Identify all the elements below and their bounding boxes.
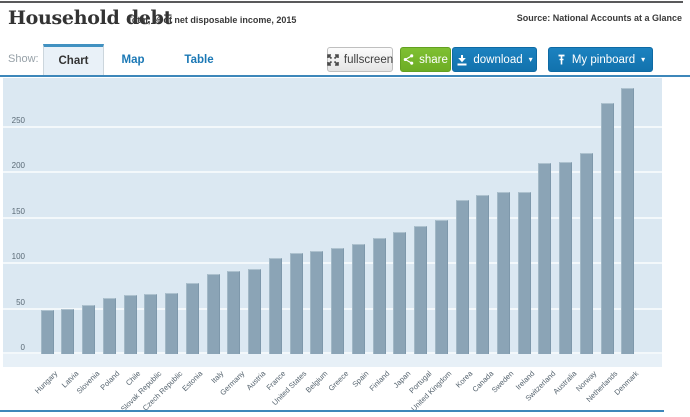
- chart-bar[interactable]: [123, 295, 137, 354]
- chart-bar[interactable]: [40, 310, 54, 354]
- chart-bar[interactable]: [206, 274, 220, 354]
- top-divider: [0, 1, 683, 3]
- share-button[interactable]: share: [400, 47, 451, 72]
- y-tick-label: 0: [20, 343, 25, 352]
- chart-bar[interactable]: [476, 195, 490, 354]
- download-label: download: [473, 53, 523, 66]
- chart-bar[interactable]: [517, 192, 531, 354]
- chart-bar[interactable]: [165, 293, 179, 354]
- my-pinboard-button[interactable]: My pinboard ▾: [548, 47, 653, 72]
- chart-bar[interactable]: [538, 163, 552, 354]
- download-caret-icon: ▾: [528, 54, 533, 64]
- y-tick-label: 50: [16, 297, 25, 307]
- chart-bar[interactable]: [393, 232, 407, 354]
- chart-bar[interactable]: [102, 298, 116, 354]
- chart-bar[interactable]: [248, 269, 262, 354]
- y-tick-label: 150: [11, 206, 25, 216]
- bottom-divider: [0, 410, 664, 412]
- tab-map-label: Map: [121, 53, 145, 66]
- chart-bar[interactable]: [559, 162, 573, 354]
- pin-icon: [556, 54, 567, 66]
- gridline: [3, 216, 662, 219]
- source-label: Source: National Accounts at a Glance: [516, 13, 682, 23]
- chart-bar[interactable]: [331, 248, 345, 354]
- show-label: Show:: [8, 53, 39, 65]
- chart-bar[interactable]: [496, 192, 510, 354]
- chart-bar[interactable]: [310, 251, 324, 354]
- fullscreen-label: fullscreen: [343, 53, 394, 66]
- download-button[interactable]: download ▾: [452, 47, 537, 72]
- gridline: [3, 125, 662, 128]
- tab-chart-label: Chart: [58, 55, 89, 67]
- chart-bar[interactable]: [61, 309, 75, 354]
- bar-chart-plot-area: 0 50 100 150 200 250: [3, 78, 662, 354]
- download-icon: [456, 54, 468, 66]
- x-axis-band: [3, 354, 662, 367]
- y-tick-label: 200: [11, 161, 25, 170]
- chart-bar[interactable]: [414, 226, 428, 354]
- x-axis-labels: Hungary Latvia Slovenia Poland Chile Slovak R…: [3, 367, 662, 413]
- share-icon: [403, 54, 414, 65]
- chart-bar[interactable]: [227, 271, 241, 354]
- tab-table[interactable]: Table: [170, 44, 228, 75]
- fullscreen-button[interactable]: fullscreen: [327, 47, 393, 72]
- chart-bar[interactable]: [144, 294, 158, 354]
- tab-map[interactable]: Map: [108, 44, 158, 75]
- fullscreen-icon: [327, 53, 339, 66]
- chart-bar[interactable]: [185, 283, 199, 354]
- y-tick-label: 100: [11, 252, 25, 261]
- chart-bar[interactable]: [351, 244, 365, 354]
- chart-subtitle: Total, % of net disposable income, 2015: [127, 15, 297, 25]
- tab-table-label: Table: [184, 53, 214, 66]
- chart-bar[interactable]: [289, 253, 303, 354]
- chart-bar[interactable]: [372, 238, 386, 354]
- y-tick-label: 250: [11, 115, 25, 125]
- chart-bar[interactable]: [82, 305, 96, 354]
- toolbar-divider: [0, 75, 690, 77]
- chart-bar[interactable]: [455, 200, 469, 354]
- chart-bar[interactable]: [268, 258, 282, 354]
- my-pinboard-label: My pinboard: [571, 53, 636, 66]
- chart-bar[interactable]: [434, 220, 448, 354]
- pinboard-caret-icon: ▾: [641, 54, 646, 64]
- share-label: share: [419, 53, 448, 66]
- page-title: Household debt: [8, 7, 173, 29]
- chart-bar[interactable]: [579, 153, 593, 354]
- gridline: [3, 171, 662, 173]
- chart-bar[interactable]: [600, 103, 614, 354]
- chart-bar[interactable]: [621, 88, 635, 354]
- tab-chart[interactable]: Chart: [43, 44, 104, 75]
